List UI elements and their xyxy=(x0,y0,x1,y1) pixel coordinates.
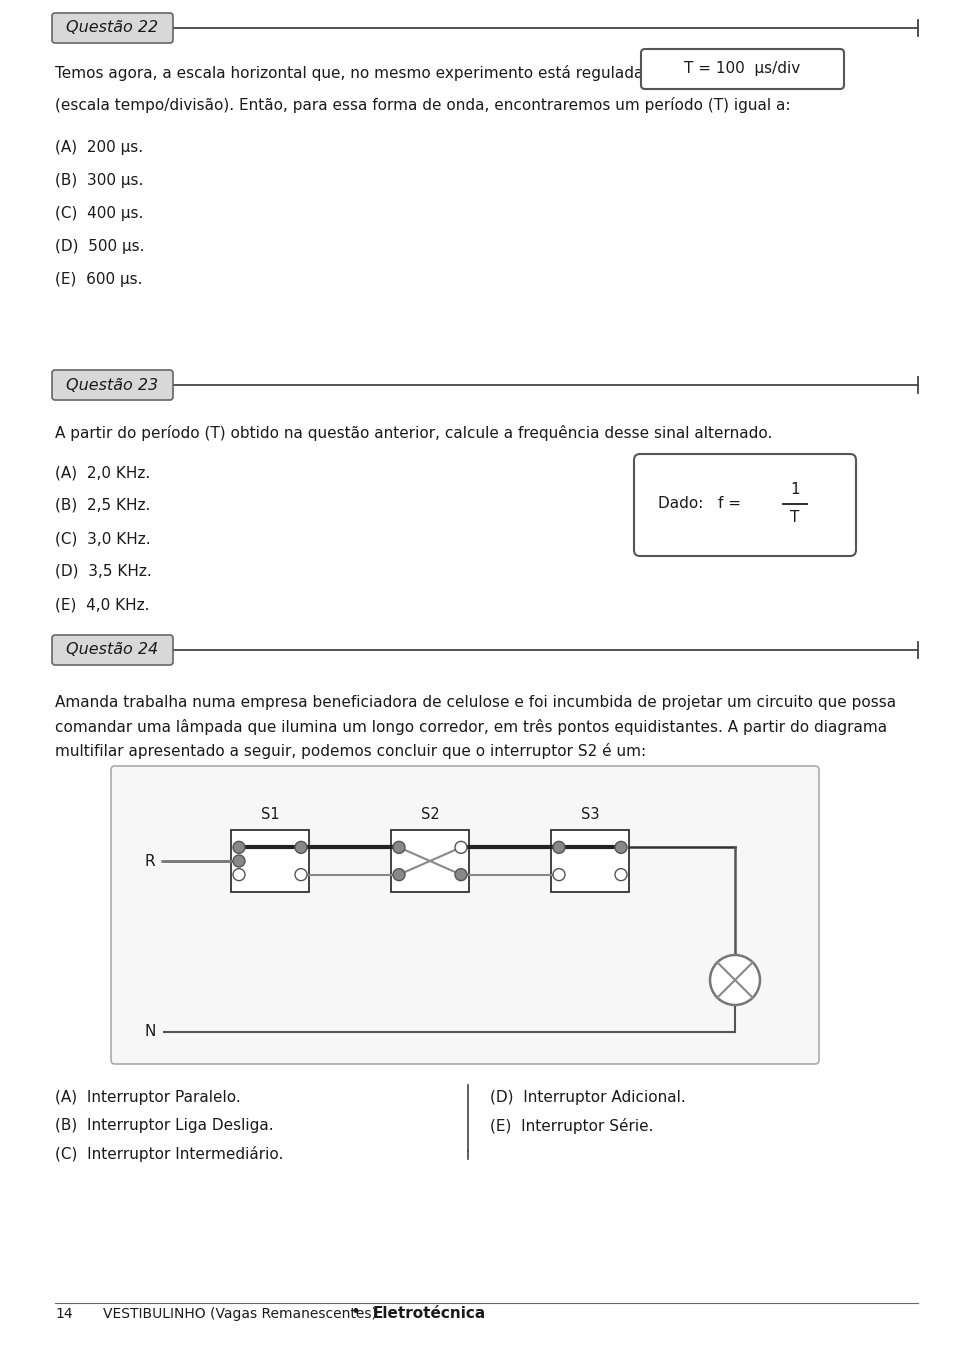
Text: Eletrotécnica: Eletrotécnica xyxy=(373,1306,487,1321)
Circle shape xyxy=(295,869,307,881)
Text: (D)  3,5 KHz.: (D) 3,5 KHz. xyxy=(55,564,152,579)
Circle shape xyxy=(553,842,565,854)
FancyBboxPatch shape xyxy=(641,49,844,89)
Text: (A)  200 μs.: (A) 200 μs. xyxy=(55,140,143,155)
Text: Amanda trabalha numa empresa beneficiadora de celulose e foi incumbida de projet: Amanda trabalha numa empresa beneficiado… xyxy=(55,695,896,710)
Text: R: R xyxy=(145,854,156,869)
Circle shape xyxy=(233,869,245,881)
Circle shape xyxy=(393,869,405,881)
Text: (C)  Interruptor Intermediário.: (C) Interruptor Intermediário. xyxy=(55,1147,283,1161)
Text: (C)  400 μs.: (C) 400 μs. xyxy=(55,206,143,221)
Circle shape xyxy=(233,855,245,867)
Text: 14: 14 xyxy=(55,1307,73,1321)
Text: comandar uma lâmpada que ilumina um longo corredor, em três pontos equidistantes: comandar uma lâmpada que ilumina um long… xyxy=(55,719,887,735)
Text: (B)  2,5 KHz.: (B) 2,5 KHz. xyxy=(55,498,151,513)
Circle shape xyxy=(615,869,627,881)
Circle shape xyxy=(233,842,245,854)
Text: Dado:   f =: Dado: f = xyxy=(658,495,741,510)
Text: •: • xyxy=(350,1303,360,1321)
Text: S1: S1 xyxy=(261,807,279,822)
Text: (B)  Interruptor Liga Desliga.: (B) Interruptor Liga Desliga. xyxy=(55,1118,274,1133)
Circle shape xyxy=(615,842,627,854)
Circle shape xyxy=(455,842,467,854)
Text: (D)  Interruptor Adicional.: (D) Interruptor Adicional. xyxy=(490,1090,685,1105)
Text: (E)  Interruptor Série.: (E) Interruptor Série. xyxy=(490,1118,654,1135)
Circle shape xyxy=(455,869,467,881)
Text: VESTIBULINHO (Vagas Remanescentes): VESTIBULINHO (Vagas Remanescentes) xyxy=(103,1307,377,1321)
Text: N: N xyxy=(144,1024,156,1040)
Circle shape xyxy=(295,842,307,854)
Text: (A)  2,0 KHz.: (A) 2,0 KHz. xyxy=(55,465,151,480)
Text: (D)  500 μs.: (D) 500 μs. xyxy=(55,239,145,254)
Text: Questão 24: Questão 24 xyxy=(66,642,158,657)
Text: (escala tempo/divisão). Então, para essa forma de onda, encontraremos um período: (escala tempo/divisão). Então, para essa… xyxy=(55,97,790,113)
Text: Questão 22: Questão 22 xyxy=(66,20,158,35)
Text: Temos agora, a escala horizontal que, no mesmo experimento está regulada em: Temos agora, a escala horizontal que, no… xyxy=(55,65,673,81)
FancyBboxPatch shape xyxy=(634,455,856,556)
Text: T = 100  μs/div: T = 100 μs/div xyxy=(684,62,801,77)
Bar xyxy=(391,830,469,892)
Text: A partir do período (T) obtido na questão anterior, calcule a frequência desse s: A partir do período (T) obtido na questã… xyxy=(55,425,773,441)
Text: (C)  3,0 KHz.: (C) 3,0 KHz. xyxy=(55,532,151,546)
Circle shape xyxy=(393,842,405,854)
Circle shape xyxy=(553,869,565,881)
Bar xyxy=(551,830,629,892)
Text: (A)  Interruptor Paralelo.: (A) Interruptor Paralelo. xyxy=(55,1090,241,1105)
Text: T: T xyxy=(790,510,800,525)
Text: 1: 1 xyxy=(790,482,800,496)
FancyBboxPatch shape xyxy=(52,370,173,401)
Circle shape xyxy=(710,955,760,1005)
FancyBboxPatch shape xyxy=(111,766,819,1064)
Text: Questão 23: Questão 23 xyxy=(66,378,158,393)
Text: (E)  600 μs.: (E) 600 μs. xyxy=(55,272,142,287)
FancyBboxPatch shape xyxy=(52,635,173,665)
Text: S3: S3 xyxy=(581,807,599,822)
Text: (B)  300 μs.: (B) 300 μs. xyxy=(55,173,143,188)
Bar xyxy=(231,830,309,892)
FancyBboxPatch shape xyxy=(52,13,173,43)
Text: (E)  4,0 KHz.: (E) 4,0 KHz. xyxy=(55,598,150,612)
Text: S2: S2 xyxy=(420,807,440,822)
Text: multifilar apresentado a seguir, podemos concluir que o interruptor S2 é um:: multifilar apresentado a seguir, podemos… xyxy=(55,743,646,759)
